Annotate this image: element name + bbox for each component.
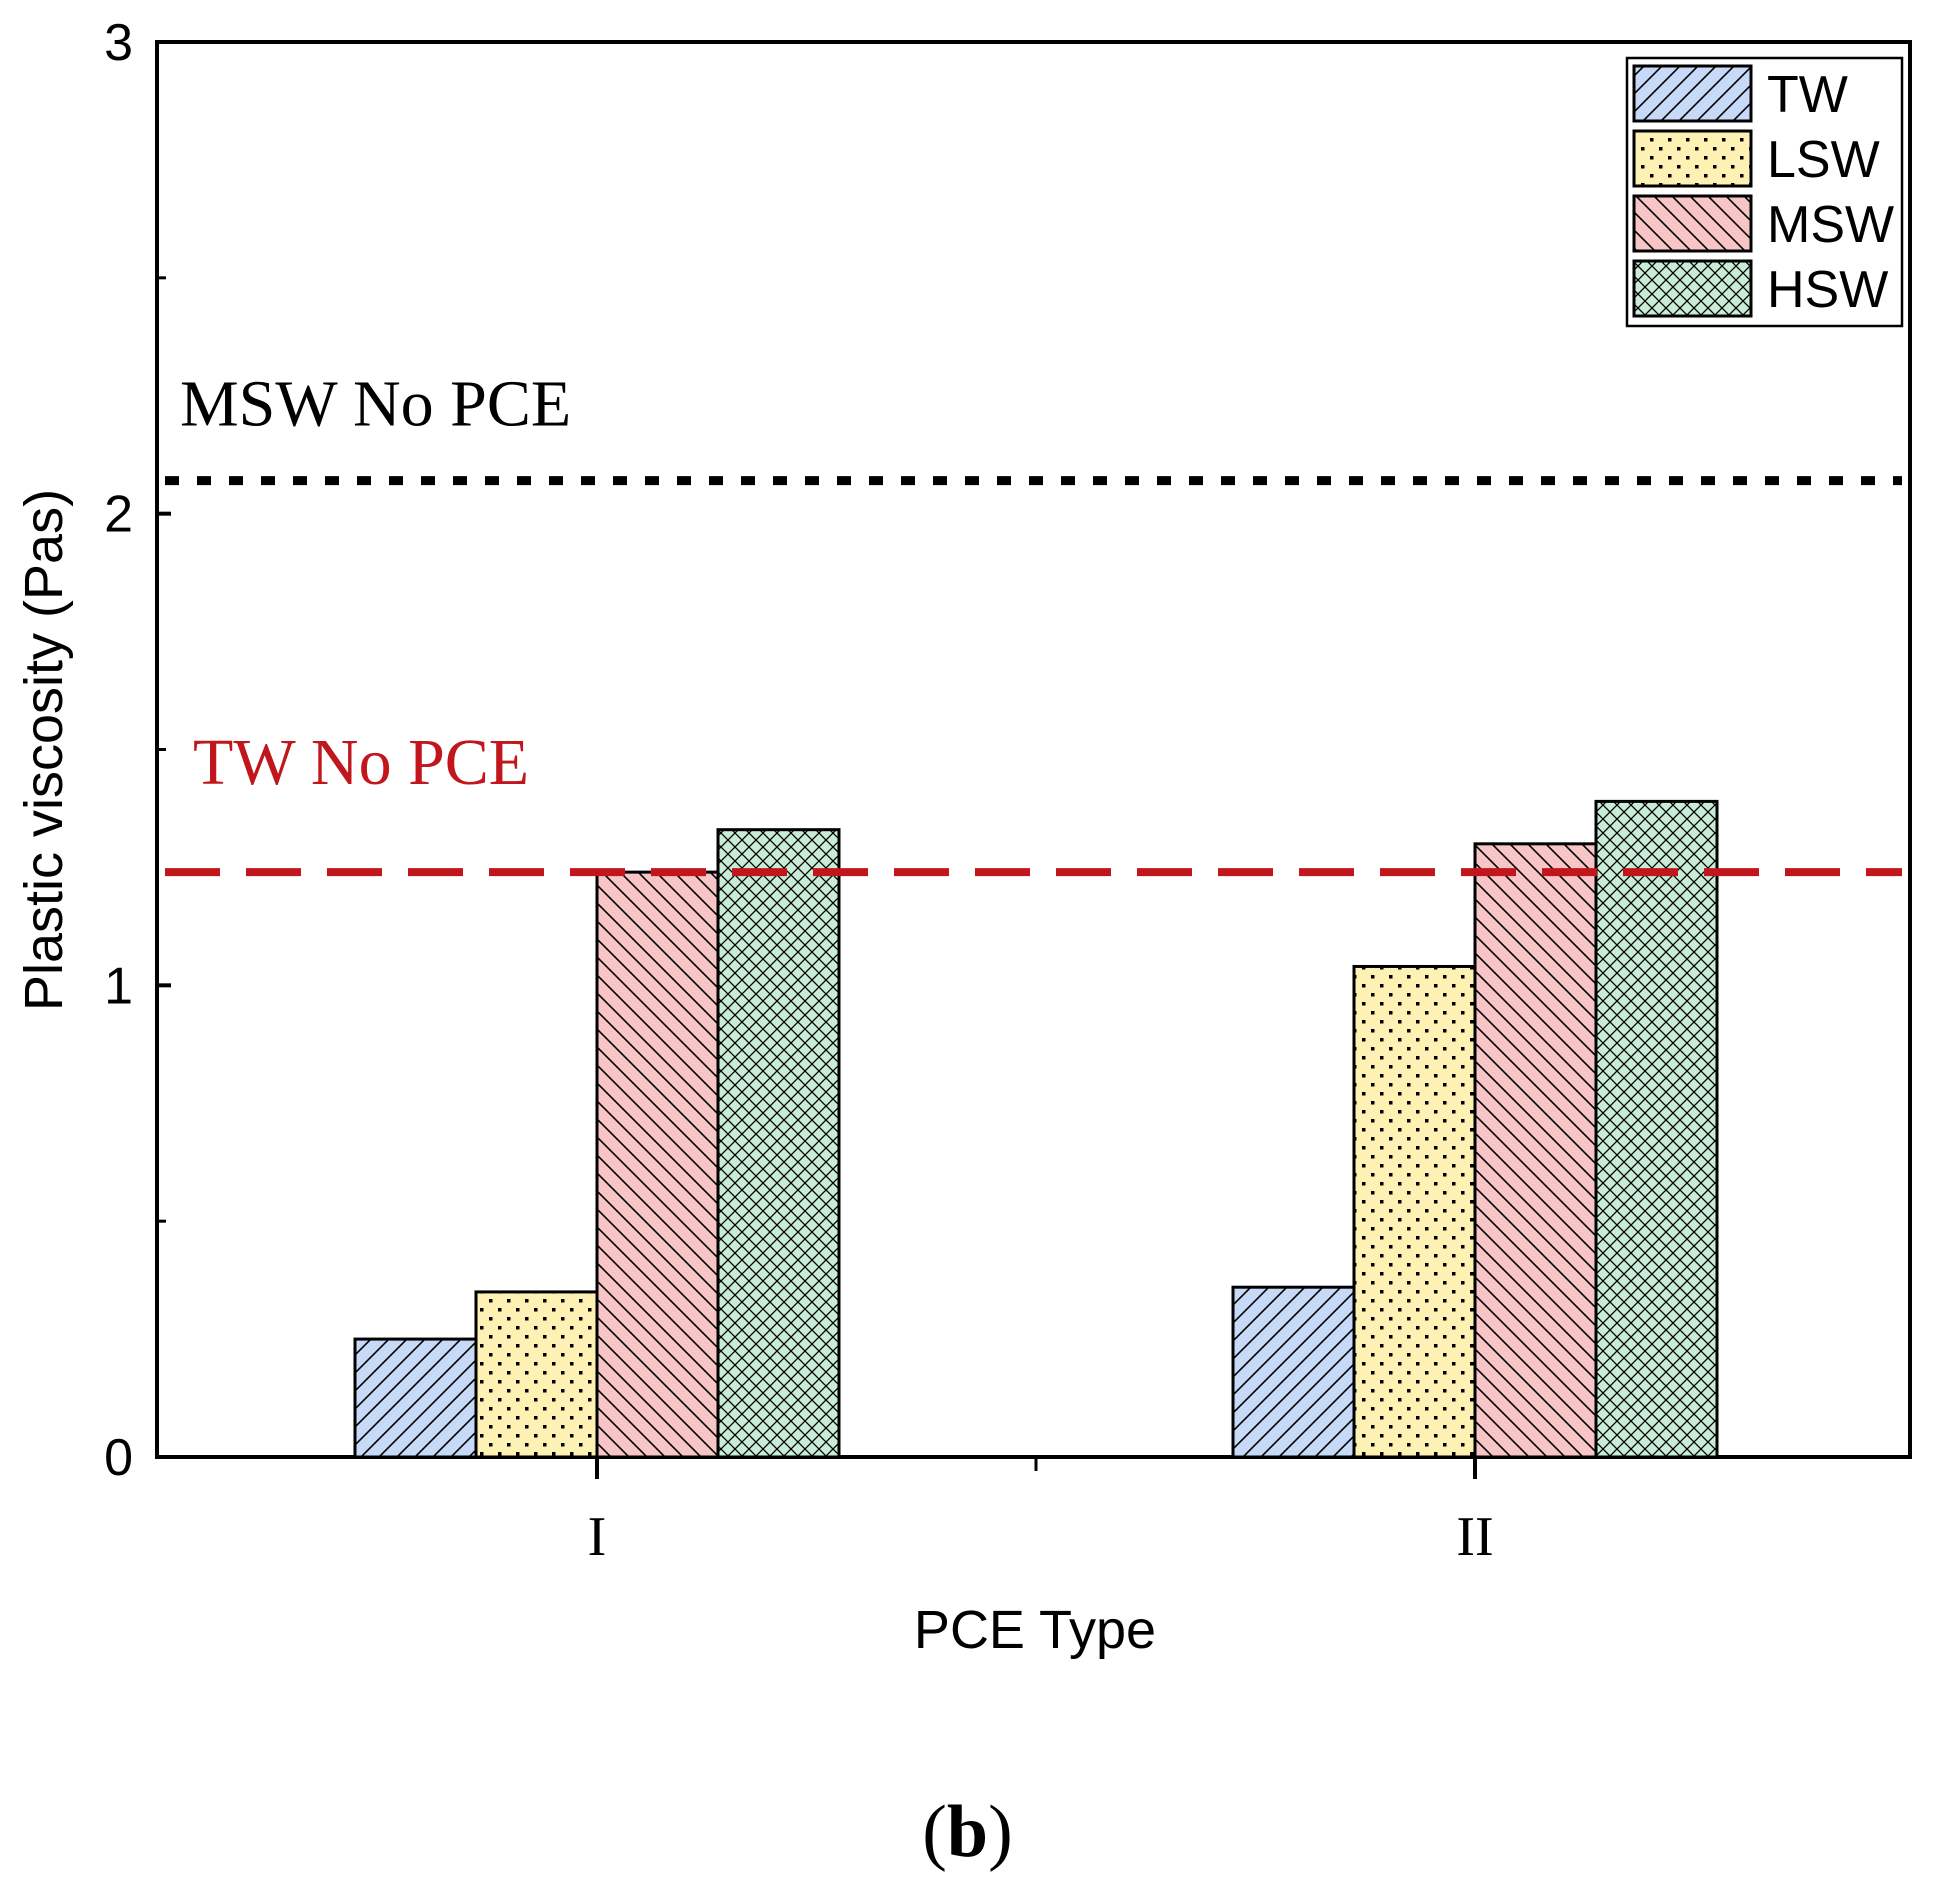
reference-lines: MSW No PCE TW No PCE [165,368,1902,877]
bar-hsw-ii [1594,799,1719,1459]
legend-label: LSW [1767,131,1880,189]
bar-pattern [1352,964,1477,1459]
legend: TW LSW MSW HSW [1625,56,1904,328]
x-ticks: I II [588,1457,1494,1568]
bar-msw-i [595,870,720,1459]
reference-label: TW No PCE [193,726,529,799]
bar-msw-ii [1473,842,1598,1459]
legend-swatch [1632,259,1753,318]
y-tick-label: 0 [104,1429,133,1487]
bar-pattern [353,1337,478,1459]
legend-item-msw: MSW [1632,194,1894,254]
legend-item-hsw: HSW [1632,259,1888,319]
panel-label: (b) [922,1791,1013,1873]
y-tick-label: 2 [104,486,133,544]
legend-label: MSW [1767,196,1894,254]
bar-lsw-i [474,1290,599,1459]
legend-item-tw: TW [1632,64,1848,124]
legend-label: HSW [1767,261,1888,319]
bar-hsw-i [716,828,841,1459]
bar-lsw-ii [1352,964,1477,1459]
y-axis-label: Plastic viscosity (Pas) [14,489,74,1011]
y-tick-label: 3 [104,14,133,72]
bar-pattern [1594,799,1719,1459]
legend-swatch [1632,129,1753,188]
bar-pattern [595,870,720,1459]
y-tick-label: 1 [104,957,133,1015]
legend-swatch [1632,64,1753,123]
legend-item-lsw: LSW [1632,129,1880,189]
x-axis-label: PCE Type [914,1600,1156,1660]
bar-pattern [1473,842,1598,1459]
bar-tw-ii [1231,1285,1356,1459]
bar-pattern [474,1290,599,1459]
bar-pattern [716,828,841,1459]
legend-swatch [1632,194,1753,253]
bar-tw-i [353,1337,478,1459]
bars [353,799,1719,1459]
x-tick-label: I [588,1506,607,1568]
y-ticks: 0 1 2 3 [104,14,171,1487]
reference-label: MSW No PCE [180,368,571,441]
bar-pattern [1231,1285,1356,1459]
x-tick-label: II [1456,1506,1493,1568]
legend-label: TW [1767,66,1848,124]
